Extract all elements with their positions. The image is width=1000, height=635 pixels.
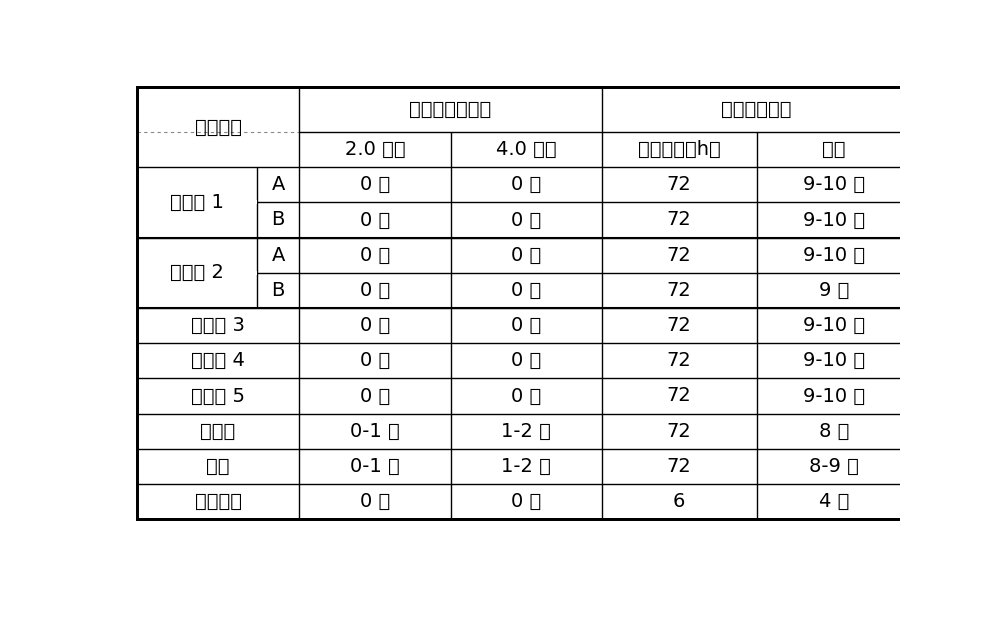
Text: 9-10 级: 9-10 级 bbox=[803, 387, 865, 406]
Text: 0 级: 0 级 bbox=[360, 210, 390, 229]
Text: 锰系: 锰系 bbox=[206, 457, 230, 476]
Text: 9 级: 9 级 bbox=[819, 281, 849, 300]
Text: 测试时间（h）: 测试时间（h） bbox=[638, 140, 720, 159]
Text: 实施例 1: 实施例 1 bbox=[170, 193, 224, 212]
Text: 实施项目: 实施项目 bbox=[194, 117, 242, 137]
Text: 0-1 级: 0-1 级 bbox=[350, 457, 400, 476]
Text: 0 级: 0 级 bbox=[360, 281, 390, 300]
Text: 4 级: 4 级 bbox=[819, 492, 849, 511]
Bar bbox=[137, 87, 912, 519]
Text: 72: 72 bbox=[667, 351, 692, 370]
Text: 0 级: 0 级 bbox=[511, 316, 541, 335]
Text: 实施例 4: 实施例 4 bbox=[191, 351, 245, 370]
Text: 0 级: 0 级 bbox=[511, 175, 541, 194]
Text: 9-10 级: 9-10 级 bbox=[803, 175, 865, 194]
Text: 压力锅水煮测试: 压力锅水煮测试 bbox=[409, 100, 492, 119]
Text: 0 级: 0 级 bbox=[360, 175, 390, 194]
Text: 实施例 5: 实施例 5 bbox=[191, 387, 245, 406]
Text: 锆钛系: 锆钛系 bbox=[200, 422, 236, 441]
Text: 0 级: 0 级 bbox=[360, 387, 390, 406]
Text: 9-10 级: 9-10 级 bbox=[803, 210, 865, 229]
Text: B: B bbox=[271, 281, 285, 300]
Text: 9-10 级: 9-10 级 bbox=[803, 246, 865, 265]
Text: 0 级: 0 级 bbox=[360, 492, 390, 511]
Text: A: A bbox=[271, 175, 285, 194]
Text: 6: 6 bbox=[673, 492, 685, 511]
Text: 2.0 小时: 2.0 小时 bbox=[345, 140, 405, 159]
Text: 实施例 2: 实施例 2 bbox=[170, 264, 224, 283]
Text: 72: 72 bbox=[667, 281, 692, 300]
Text: 0 级: 0 级 bbox=[511, 387, 541, 406]
Text: 8-9 级: 8-9 级 bbox=[809, 457, 859, 476]
Text: 72: 72 bbox=[667, 246, 692, 265]
Text: 中性盐雾测试: 中性盐雾测试 bbox=[721, 100, 792, 119]
Text: 72: 72 bbox=[667, 457, 692, 476]
Text: 9-10 级: 9-10 级 bbox=[803, 316, 865, 335]
Text: 纯硅烷系: 纯硅烷系 bbox=[194, 492, 242, 511]
Text: 4.0 小时: 4.0 小时 bbox=[496, 140, 556, 159]
Text: 0 级: 0 级 bbox=[511, 281, 541, 300]
Text: B: B bbox=[271, 210, 285, 229]
Text: 实施例 3: 实施例 3 bbox=[191, 316, 245, 335]
Text: 72: 72 bbox=[667, 387, 692, 406]
Text: 0 级: 0 级 bbox=[360, 246, 390, 265]
Text: 1-2 级: 1-2 级 bbox=[501, 422, 551, 441]
Text: 0 级: 0 级 bbox=[511, 351, 541, 370]
Text: A: A bbox=[271, 246, 285, 265]
Text: 0 级: 0 级 bbox=[511, 492, 541, 511]
Text: 72: 72 bbox=[667, 316, 692, 335]
Text: 8 级: 8 级 bbox=[819, 422, 849, 441]
Text: 等级: 等级 bbox=[822, 140, 846, 159]
Text: 0 级: 0 级 bbox=[360, 351, 390, 370]
Text: 0-1 级: 0-1 级 bbox=[350, 422, 400, 441]
Text: 72: 72 bbox=[667, 210, 692, 229]
Text: 1-2 级: 1-2 级 bbox=[501, 457, 551, 476]
Text: 0 级: 0 级 bbox=[360, 316, 390, 335]
Text: 0 级: 0 级 bbox=[511, 246, 541, 265]
Text: 0 级: 0 级 bbox=[511, 210, 541, 229]
Bar bbox=[137, 87, 912, 519]
Text: 9-10 级: 9-10 级 bbox=[803, 351, 865, 370]
Text: 72: 72 bbox=[667, 422, 692, 441]
Text: 72: 72 bbox=[667, 175, 692, 194]
